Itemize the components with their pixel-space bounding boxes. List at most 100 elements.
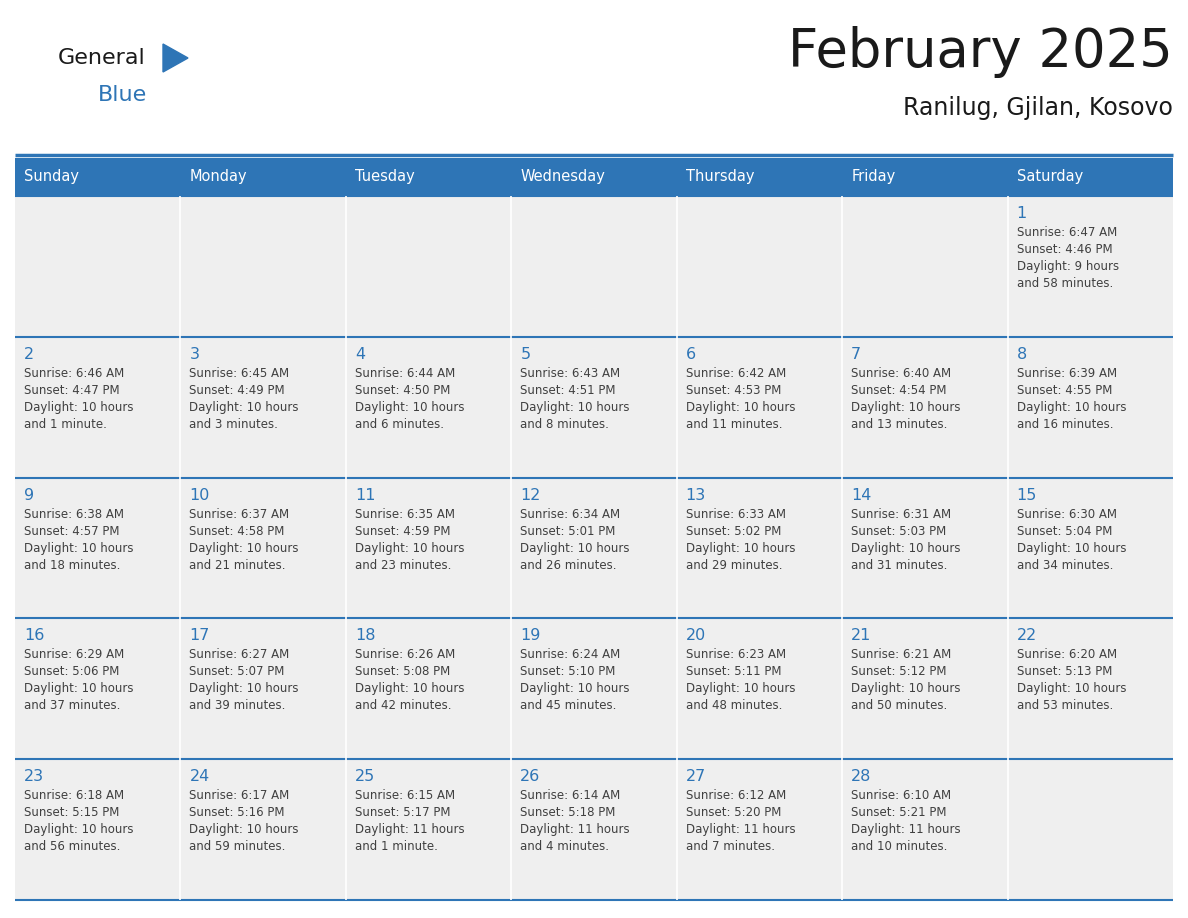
Text: Sunrise: 6:33 AM: Sunrise: 6:33 AM [685, 508, 785, 521]
Bar [511, 619, 677, 759]
Text: 23: 23 [24, 769, 44, 784]
Text: Sunrise: 6:38 AM: Sunrise: 6:38 AM [24, 508, 124, 521]
Bar [842, 337, 1007, 477]
Text: Daylight: 10 hours: Daylight: 10 hours [355, 401, 465, 414]
Text: Sunset: 5:20 PM: Sunset: 5:20 PM [685, 806, 781, 819]
Text: Sunset: 5:13 PM: Sunset: 5:13 PM [1017, 666, 1112, 678]
Text: Daylight: 10 hours: Daylight: 10 hours [520, 542, 630, 554]
Text: and 29 minutes.: and 29 minutes. [685, 558, 782, 572]
Text: Sunrise: 6:17 AM: Sunrise: 6:17 AM [189, 789, 290, 802]
Text: Sunset: 4:47 PM: Sunset: 4:47 PM [24, 384, 120, 397]
Text: and 58 minutes.: and 58 minutes. [1017, 277, 1113, 290]
Text: Sunday: Sunday [24, 170, 78, 185]
Text: Daylight: 10 hours: Daylight: 10 hours [685, 542, 795, 554]
Text: 13: 13 [685, 487, 706, 502]
Bar [15, 158, 181, 196]
Text: Sunrise: 6:23 AM: Sunrise: 6:23 AM [685, 648, 785, 661]
Text: Daylight: 10 hours: Daylight: 10 hours [355, 682, 465, 696]
Text: Sunrise: 6:20 AM: Sunrise: 6:20 AM [1017, 648, 1117, 661]
Bar [15, 337, 181, 477]
Text: Saturday: Saturday [1017, 170, 1082, 185]
Text: Daylight: 11 hours: Daylight: 11 hours [685, 823, 795, 836]
Text: Sunset: 5:15 PM: Sunset: 5:15 PM [24, 806, 119, 819]
Text: Sunrise: 6:34 AM: Sunrise: 6:34 AM [520, 508, 620, 521]
Text: Sunset: 4:51 PM: Sunset: 4:51 PM [520, 384, 615, 397]
Text: 14: 14 [851, 487, 872, 502]
Bar [677, 196, 842, 337]
Bar [1007, 759, 1173, 900]
Text: 12: 12 [520, 487, 541, 502]
Text: Sunset: 4:54 PM: Sunset: 4:54 PM [851, 384, 947, 397]
Text: 8: 8 [1017, 347, 1026, 362]
Bar [842, 158, 1007, 196]
Text: and 31 minutes.: and 31 minutes. [851, 558, 948, 572]
Bar [181, 337, 346, 477]
Text: Sunrise: 6:15 AM: Sunrise: 6:15 AM [355, 789, 455, 802]
Text: 3: 3 [189, 347, 200, 362]
Text: Sunset: 5:02 PM: Sunset: 5:02 PM [685, 524, 781, 538]
Bar [15, 759, 181, 900]
Text: and 59 minutes.: and 59 minutes. [189, 840, 286, 853]
Bar [511, 759, 677, 900]
Text: Wednesday: Wednesday [520, 170, 605, 185]
Text: Friday: Friday [851, 170, 896, 185]
Bar [677, 477, 842, 619]
Text: Sunrise: 6:18 AM: Sunrise: 6:18 AM [24, 789, 124, 802]
Text: Sunrise: 6:37 AM: Sunrise: 6:37 AM [189, 508, 290, 521]
Text: and 6 minutes.: and 6 minutes. [355, 418, 444, 431]
Bar [1007, 477, 1173, 619]
Text: Sunset: 5:03 PM: Sunset: 5:03 PM [851, 524, 947, 538]
Text: Sunset: 4:46 PM: Sunset: 4:46 PM [1017, 243, 1112, 256]
Text: 5: 5 [520, 347, 530, 362]
Text: Sunrise: 6:14 AM: Sunrise: 6:14 AM [520, 789, 620, 802]
Text: Daylight: 10 hours: Daylight: 10 hours [685, 401, 795, 414]
Bar [346, 337, 511, 477]
Text: and 10 minutes.: and 10 minutes. [851, 840, 948, 853]
Text: Daylight: 10 hours: Daylight: 10 hours [851, 682, 961, 696]
Bar [511, 158, 677, 196]
Text: and 53 minutes.: and 53 minutes. [1017, 700, 1113, 712]
Text: Daylight: 10 hours: Daylight: 10 hours [24, 682, 133, 696]
Text: 10: 10 [189, 487, 210, 502]
Text: and 13 minutes.: and 13 minutes. [851, 418, 948, 431]
Text: 7: 7 [851, 347, 861, 362]
Text: and 21 minutes.: and 21 minutes. [189, 558, 286, 572]
Text: 24: 24 [189, 769, 209, 784]
Text: 21: 21 [851, 629, 872, 644]
Text: 20: 20 [685, 629, 706, 644]
Text: and 18 minutes.: and 18 minutes. [24, 558, 120, 572]
Text: and 37 minutes.: and 37 minutes. [24, 700, 120, 712]
Text: Sunrise: 6:42 AM: Sunrise: 6:42 AM [685, 367, 786, 380]
Text: and 7 minutes.: and 7 minutes. [685, 840, 775, 853]
Text: Daylight: 10 hours: Daylight: 10 hours [1017, 682, 1126, 696]
Bar [677, 158, 842, 196]
Text: Sunset: 4:57 PM: Sunset: 4:57 PM [24, 524, 120, 538]
Text: Ranilug, Gjilan, Kosovo: Ranilug, Gjilan, Kosovo [903, 96, 1173, 120]
Text: Daylight: 10 hours: Daylight: 10 hours [24, 823, 133, 836]
Text: and 48 minutes.: and 48 minutes. [685, 700, 782, 712]
Text: Monday: Monday [189, 170, 247, 185]
Text: Daylight: 10 hours: Daylight: 10 hours [851, 401, 961, 414]
Text: and 26 minutes.: and 26 minutes. [520, 558, 617, 572]
Text: Sunset: 5:12 PM: Sunset: 5:12 PM [851, 666, 947, 678]
Text: Sunrise: 6:12 AM: Sunrise: 6:12 AM [685, 789, 786, 802]
Bar [842, 196, 1007, 337]
Text: Sunrise: 6:27 AM: Sunrise: 6:27 AM [189, 648, 290, 661]
Text: 25: 25 [355, 769, 375, 784]
Text: Sunrise: 6:45 AM: Sunrise: 6:45 AM [189, 367, 290, 380]
Text: 2: 2 [24, 347, 34, 362]
Bar [511, 196, 677, 337]
Text: Daylight: 10 hours: Daylight: 10 hours [851, 542, 961, 554]
Text: Sunset: 4:55 PM: Sunset: 4:55 PM [1017, 384, 1112, 397]
Text: Blue: Blue [97, 85, 147, 105]
Text: Daylight: 10 hours: Daylight: 10 hours [24, 401, 133, 414]
Bar [15, 477, 181, 619]
Polygon shape [163, 44, 188, 72]
Text: Sunrise: 6:46 AM: Sunrise: 6:46 AM [24, 367, 125, 380]
Text: Sunset: 5:06 PM: Sunset: 5:06 PM [24, 666, 119, 678]
Bar [677, 759, 842, 900]
Text: 18: 18 [355, 629, 375, 644]
Text: Sunset: 4:59 PM: Sunset: 4:59 PM [355, 524, 450, 538]
Text: Daylight: 10 hours: Daylight: 10 hours [24, 542, 133, 554]
Text: and 50 minutes.: and 50 minutes. [851, 700, 947, 712]
